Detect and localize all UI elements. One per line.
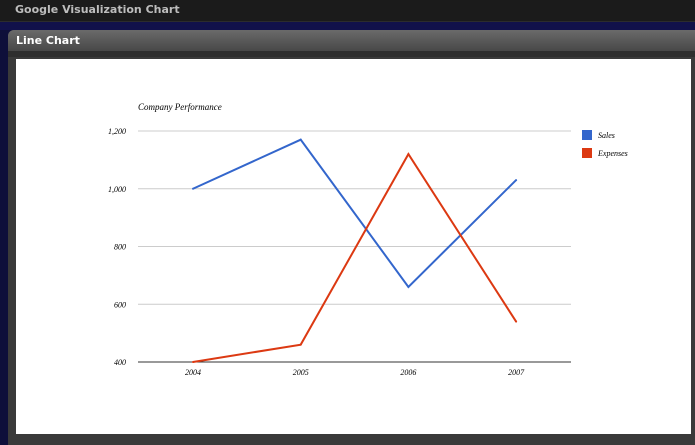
data-point: [192, 187, 194, 190]
data-point: [299, 138, 302, 141]
y-tick-label: 1,200: [108, 127, 126, 136]
y-tick-label: 600: [114, 300, 126, 309]
title-bar-divider: [0, 22, 695, 30]
y-tick-label: 1,000: [108, 185, 126, 194]
series-line-sales: [192, 138, 517, 289]
x-tick-label: 2005: [293, 368, 309, 377]
data-point: [407, 153, 410, 156]
chart-title: Company Performance: [138, 102, 222, 112]
chart-canvas: 400 600 800 1,000 1,200 2004 2005 2006 2007 Sal…: [16, 59, 691, 434]
panel-header: Line Chart: [8, 30, 695, 51]
y-tick-label: 400: [114, 358, 126, 367]
data-point: [192, 361, 194, 363]
legend-swatch: [582, 148, 592, 158]
data-point: [515, 179, 518, 182]
x-tick-label: 2006: [400, 368, 416, 377]
line-chart: 400 600 800 1,000 1,200 2004 2005 2006 2007 Sal…: [108, 102, 628, 377]
app-title: Google Visualization Chart: [15, 3, 180, 16]
x-tick-label: 2004: [185, 368, 201, 377]
data-point: [407, 285, 410, 288]
x-tick-label: 2007: [508, 368, 525, 377]
app-title-bar: Google Visualization Chart: [0, 0, 695, 22]
legend-swatch: [582, 130, 592, 140]
data-point: [515, 320, 518, 323]
legend-label: Sales: [598, 131, 615, 140]
series-line-expenses: [192, 152, 517, 363]
panel-header-divider: [8, 51, 695, 57]
legend-label: Expenses: [597, 149, 628, 158]
data-point: [299, 343, 302, 346]
panel-title: Line Chart: [16, 34, 80, 47]
y-tick-label: 800: [114, 243, 126, 252]
